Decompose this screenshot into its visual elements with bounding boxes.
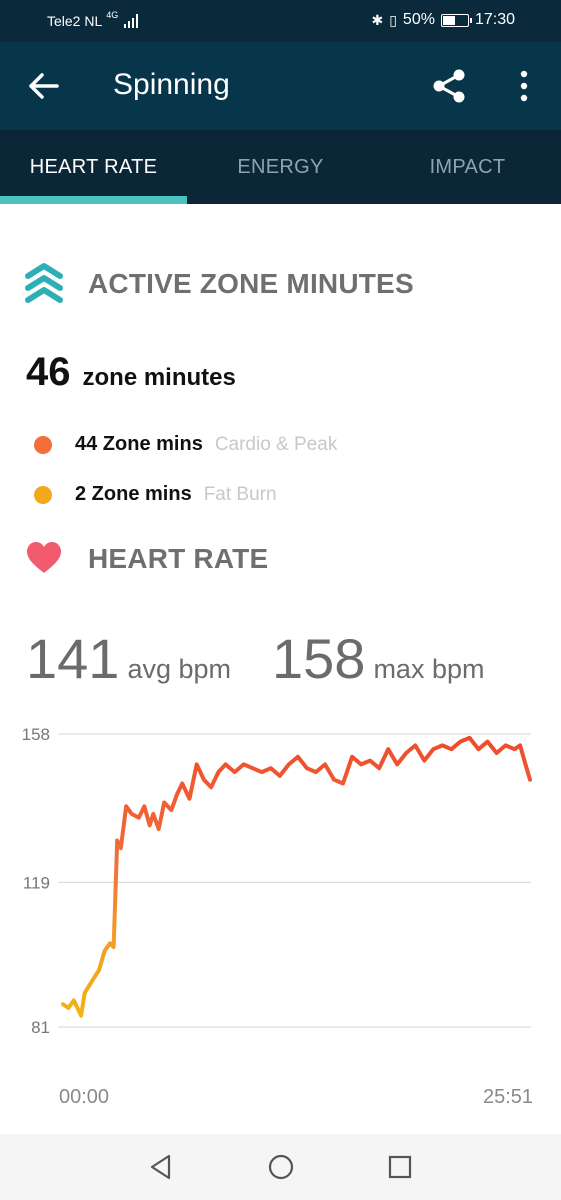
azm-section-title: ACTIVE ZONE MINUTES: [88, 268, 414, 299]
y-tick-label: 119: [23, 873, 50, 892]
tab-energy[interactable]: ENERGY: [237, 155, 324, 178]
heart-rate-chart[interactable]: 158 119 81 00:00 25:51: [0, 700, 561, 1120]
battery-percent: 50%: [402, 11, 435, 28]
arrow-left-icon[interactable]: [26, 70, 62, 102]
avg-bpm-value: 141: [26, 627, 120, 690]
vibrate-icon: ▯: [389, 11, 397, 28]
x-tick-label: 25:51: [483, 1086, 533, 1108]
chart-grid: [58, 733, 531, 1028]
status-right: ✱ ▯ 50% 17:30: [371, 11, 515, 29]
max-bpm-label: max bpm: [373, 654, 485, 684]
heart-rate-line: [61, 735, 532, 1018]
nav-home-circle-icon[interactable]: [266, 1152, 296, 1182]
signal-strength-icon: [124, 14, 139, 28]
tab-indicator: [0, 196, 187, 204]
azm-total-unit: zone minutes: [82, 364, 236, 391]
system-nav-bar: [0, 1134, 561, 1200]
app-bar: Spinning: [0, 42, 561, 130]
zone-chevrons-icon: [25, 263, 63, 303]
azm-total-value: 46: [26, 350, 71, 394]
zone-row-cardio: 44 Zone mins Cardio & Peak: [34, 433, 337, 456]
network-label: 4G: [106, 10, 119, 20]
avg-bpm-label: avg bpm: [127, 654, 231, 684]
zone-label: Fat Burn: [203, 483, 277, 505]
carrier-label: Tele2 NL: [47, 13, 103, 29]
tab-bar: HEART RATE ENERGY IMPACT: [0, 130, 561, 204]
y-tick-label: 81: [31, 1018, 50, 1037]
avg-bpm-stat: 141 avg bpm: [26, 626, 231, 691]
heart-icon: [27, 542, 61, 573]
share-icon[interactable]: [430, 68, 468, 104]
more-vertical-icon[interactable]: [512, 68, 536, 104]
x-tick-label: 00:00: [59, 1086, 109, 1108]
bluetooth-icon: ✱: [371, 11, 384, 28]
tab-impact[interactable]: IMPACT: [429, 155, 506, 178]
heart-rate-section-title: HEART RATE: [88, 543, 269, 574]
cardio-dot-icon: [34, 435, 52, 454]
nav-back-triangle-icon[interactable]: [146, 1152, 176, 1182]
chart-series: [61, 735, 532, 1018]
clock: 17:30: [474, 11, 515, 28]
chart-y-ticks: 158 119 81: [22, 725, 50, 1037]
fat-burn-dot-icon: [34, 485, 52, 504]
max-bpm-value: 158: [272, 627, 366, 690]
status-left: Tele2 NL 4G: [47, 10, 139, 29]
max-bpm-stat: 158 max bpm: [272, 626, 484, 691]
nav-recents-square-icon[interactable]: [385, 1152, 415, 1182]
zone-label: Cardio & Peak: [214, 433, 338, 455]
azm-total: 46 zone minutes: [26, 350, 236, 395]
zone-minutes: 2 Zone mins: [75, 483, 192, 505]
status-bar: Tele2 NL 4G ✱ ▯ 50% 17:30: [0, 0, 561, 42]
page-title: Spinning: [113, 68, 230, 101]
zone-row-fat-burn: 2 Zone mins Fat Burn: [34, 483, 277, 506]
chart-x-ticks: 00:00 25:51: [59, 1086, 533, 1108]
tab-heart-rate[interactable]: HEART RATE: [29, 155, 158, 178]
battery-icon: [440, 13, 472, 27]
y-tick-label: 158: [22, 725, 50, 744]
zone-minutes: 44 Zone mins: [75, 433, 203, 455]
